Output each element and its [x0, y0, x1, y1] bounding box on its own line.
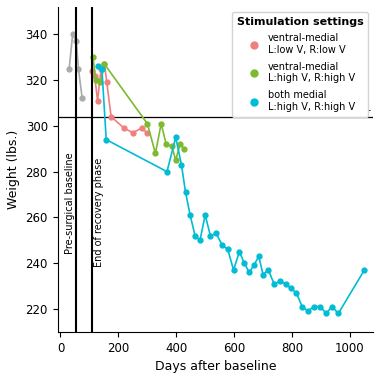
Y-axis label: Weight (lbs.): Weight (lbs.) [7, 130, 20, 209]
Text: Pre-surgical baseline: Pre-surgical baseline [65, 153, 75, 255]
Text: 15% EBWL: 15% EBWL [315, 103, 370, 113]
Legend: ventral-medial
L:low V, R:low V, ventral-medial
L:high V, R:high V, both medial
: ventral-medial L:low V, R:low V, ventral… [232, 12, 368, 117]
X-axis label: Days after baseline: Days after baseline [155, 360, 276, 373]
Text: End of recovery phase: End of recovery phase [94, 158, 104, 268]
